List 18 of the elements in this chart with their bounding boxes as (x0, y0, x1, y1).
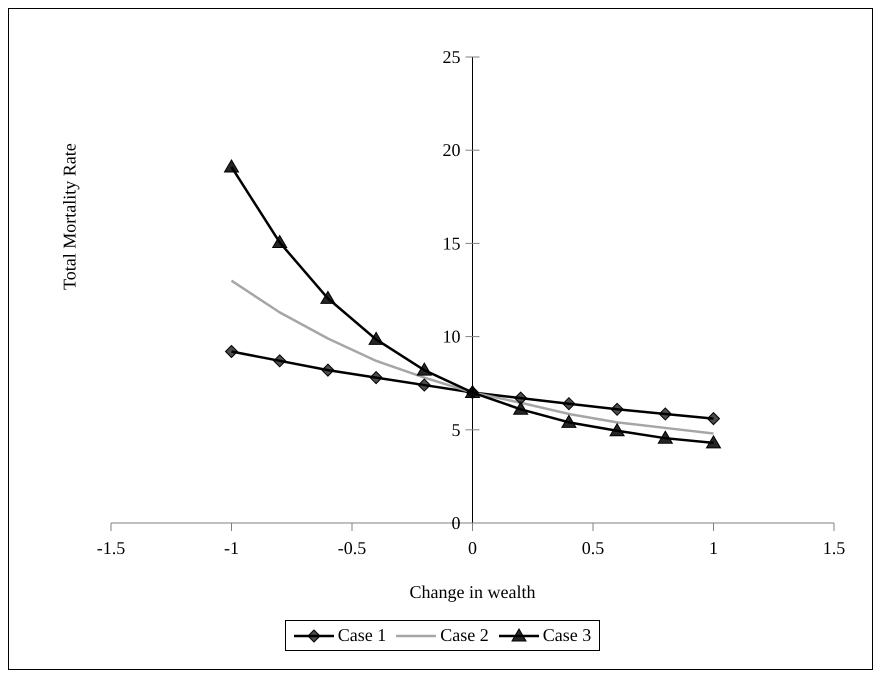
y-tick-label: 25 (442, 47, 460, 67)
y-axis-title: Total Mortality Rate (59, 143, 80, 290)
y-tick-label: 15 (442, 233, 460, 254)
x-tick-label: 0.5 (582, 538, 604, 558)
x-tick-label: -1 (224, 538, 239, 558)
y-tick-label: 20 (442, 140, 460, 160)
x-tick-label: 1.5 (822, 538, 846, 558)
legend-label: Case 3 (542, 625, 592, 646)
legend-label: Case 2 (440, 625, 489, 646)
y-tick-label: 0 (452, 513, 460, 533)
x-axis-title: Change in wealth (410, 582, 536, 602)
x-tick-label: 1 (709, 538, 718, 558)
legend-label: Case 1 (338, 625, 386, 646)
x-tick-label: -1.5 (96, 538, 126, 558)
y-tick-label: 10 (442, 326, 460, 347)
x-tick-label: -0.5 (338, 538, 366, 558)
y-tick-label: 5 (452, 420, 460, 440)
x-tick-label: 0 (468, 538, 477, 558)
